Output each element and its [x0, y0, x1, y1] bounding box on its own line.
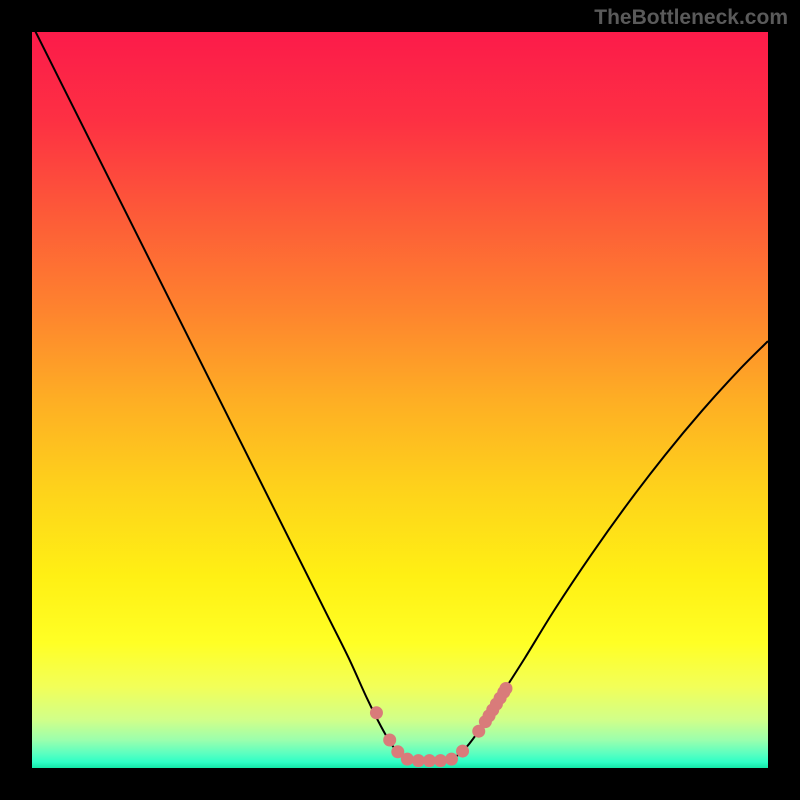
curve-marker: [383, 734, 396, 747]
bottleneck-chart: [0, 0, 800, 800]
curve-marker: [434, 754, 447, 767]
chart-plot-area: [32, 32, 768, 768]
curve-marker: [401, 753, 414, 766]
curve-marker: [456, 745, 469, 758]
curve-marker: [370, 706, 383, 719]
attribution-watermark: TheBottleneck.com: [594, 6, 788, 30]
curve-marker: [499, 682, 512, 695]
curve-marker: [445, 753, 458, 766]
chart-container: TheBottleneck.com: [0, 0, 800, 800]
